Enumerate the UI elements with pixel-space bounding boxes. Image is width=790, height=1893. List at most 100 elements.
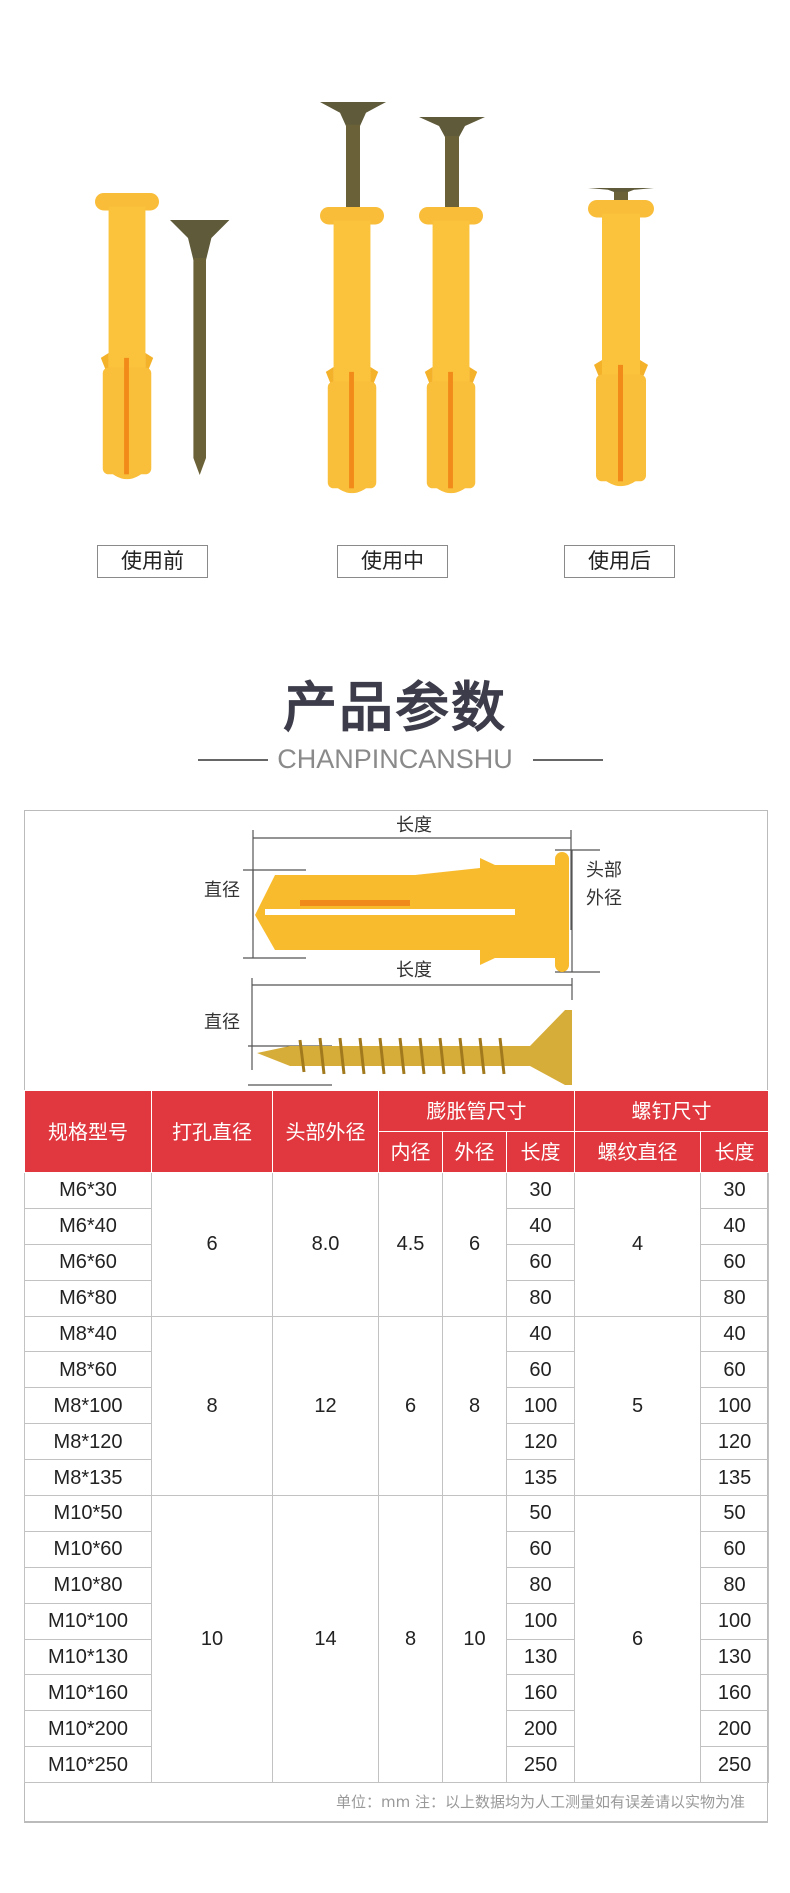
stage-label-during: 使用中: [337, 545, 448, 578]
cell-screw-length: 30: [700, 1172, 770, 1209]
table-row: M6*40 40 40: [24, 1207, 770, 1245]
cell-model: M10*50: [24, 1495, 152, 1532]
cell-tube-length: 135: [505, 1459, 576, 1497]
cell-tube-inner: 6: [378, 1315, 443, 1497]
stage-label-before: 使用前: [97, 545, 208, 578]
cell-screw-length: 200: [700, 1710, 770, 1748]
header-tube-outer: 外径: [442, 1131, 507, 1173]
anchor-diagram: [255, 852, 569, 972]
cell-tube-inner: 4.5: [378, 1172, 443, 1317]
cell-tube-length: 80: [505, 1566, 576, 1604]
cell-head-diameter: 12: [272, 1315, 379, 1497]
anchor-head-label-1: 头部: [586, 860, 622, 881]
screw-length-label: 长度: [396, 960, 432, 981]
header-head-diameter: 头部外径: [272, 1090, 379, 1173]
cell-screw-length: 60: [700, 1530, 770, 1568]
anchor-before: [95, 193, 160, 480]
spec-table-container: 规格型号 打孔直径 头部外径 膨胀管尺寸 螺钉尺寸 内径 外径 长度 螺纹直径 …: [24, 1090, 770, 1823]
header-screw-thread: 螺纹直径: [574, 1131, 702, 1173]
cell-tube-length: 250: [505, 1746, 576, 1784]
cell-screw-thread: 5: [574, 1315, 702, 1497]
subtitle-divider-left: [198, 759, 268, 761]
cell-head-diameter: 8.0: [272, 1172, 379, 1317]
table-row: M10*250 250 250: [24, 1746, 770, 1784]
section-title: 产品参数: [283, 676, 507, 739]
cell-screw-length: 60: [700, 1243, 770, 1281]
cell-drill-diameter: 6: [151, 1172, 273, 1317]
table-row: M8*100 100 100: [24, 1387, 770, 1425]
anchor-after: [588, 200, 654, 487]
cell-tube-length: 40: [505, 1315, 576, 1353]
cell-model: M10*60: [24, 1530, 152, 1568]
cell-tube-length: 60: [505, 1351, 576, 1389]
table-row: M8*40 8 12 6 8 40 5 40: [24, 1315, 770, 1497]
cell-screw-length: 50: [700, 1495, 770, 1532]
cell-tube-length: 120: [505, 1423, 576, 1461]
dimension-diagram: [243, 830, 600, 1086]
cell-screw-length: 40: [700, 1315, 770, 1353]
cell-tube-length: 60: [505, 1530, 576, 1568]
header-tube-length: 长度: [505, 1131, 576, 1173]
cell-tube-length: 160: [505, 1674, 576, 1712]
table-row: M6*30 6 8.0 4.5 6 30 4 30: [24, 1172, 770, 1317]
cell-screw-length: 40: [700, 1207, 770, 1245]
cell-model: M10*100: [24, 1602, 152, 1640]
cell-drill-diameter: 8: [151, 1315, 273, 1497]
cell-screw-length: 250: [700, 1746, 770, 1784]
header-tube-size: 膨胀管尺寸: [377, 1090, 576, 1132]
cell-tube-inner: 8: [378, 1495, 443, 1784]
spec-table: 规格型号 打孔直径 头部外径 膨胀管尺寸 螺钉尺寸 内径 外径 长度 螺纹直径 …: [24, 1090, 770, 1784]
cell-model: M8*100: [24, 1387, 152, 1425]
cell-model: M6*30: [24, 1172, 152, 1209]
cell-model: M8*40: [24, 1315, 152, 1353]
header-screw-size: 螺钉尺寸: [574, 1090, 770, 1132]
screw-before: [170, 220, 230, 475]
cell-model: M8*120: [24, 1423, 152, 1461]
cell-screw-length: 135: [700, 1459, 770, 1497]
cell-tube-outer: 10: [442, 1495, 507, 1784]
table-row: M10*100 100 100: [24, 1602, 770, 1640]
screw-diameter-label: 直径: [204, 1012, 240, 1033]
anchor-length-label: 长度: [396, 815, 432, 836]
header-model: 规格型号: [24, 1090, 152, 1173]
table-row: M10*50 10 14 8 10 50 6 50: [24, 1495, 770, 1784]
cell-tube-length: 130: [505, 1638, 576, 1676]
screw-diagram: [257, 1010, 572, 1085]
table-row: M10*60 60 60: [24, 1530, 770, 1568]
cell-screw-length: 100: [700, 1602, 770, 1640]
cell-tube-length: 30: [505, 1172, 576, 1209]
cell-screw-length: 160: [700, 1674, 770, 1712]
usage-stages-illustration: [95, 102, 654, 494]
cell-head-diameter: 14: [272, 1495, 379, 1784]
stage-label-after: 使用后: [564, 545, 675, 578]
cell-tube-length: 40: [505, 1207, 576, 1245]
cell-model: M8*60: [24, 1351, 152, 1389]
cell-tube-length: 80: [505, 1279, 576, 1317]
header-drill-diameter: 打孔直径: [151, 1090, 273, 1173]
anchor-head-label-2: 外径: [586, 888, 622, 909]
cell-screw-thread: 6: [574, 1495, 702, 1784]
table-row: M10*200 200 200: [24, 1710, 770, 1748]
anchor-during-1: [320, 207, 385, 494]
cell-screw-length: 100: [700, 1387, 770, 1425]
table-row: M8*135 135 135: [24, 1459, 770, 1497]
cell-screw-thread: 4: [574, 1172, 702, 1317]
table-row: M10*130 130 130: [24, 1638, 770, 1676]
cell-model: M8*135: [24, 1459, 152, 1497]
cell-tube-length: 100: [505, 1387, 576, 1425]
cell-tube-length: 200: [505, 1710, 576, 1748]
cell-screw-length: 80: [700, 1279, 770, 1317]
anchor-diameter-label: 直径: [204, 880, 240, 901]
header-tube-inner: 内径: [378, 1131, 443, 1173]
cell-model: M10*160: [24, 1674, 152, 1712]
section-subtitle: CHANPINCANSHU: [277, 744, 513, 774]
cell-model: M10*200: [24, 1710, 152, 1748]
cell-model: M10*80: [24, 1566, 152, 1604]
cell-tube-outer: 8: [442, 1315, 507, 1497]
header-screw-length: 长度: [700, 1131, 770, 1173]
cell-model: M6*40: [24, 1207, 152, 1245]
cell-screw-length: 60: [700, 1351, 770, 1389]
table-row: M6*80 80 80: [24, 1279, 770, 1317]
cell-screw-length: 130: [700, 1638, 770, 1676]
cell-tube-length: 50: [505, 1495, 576, 1532]
